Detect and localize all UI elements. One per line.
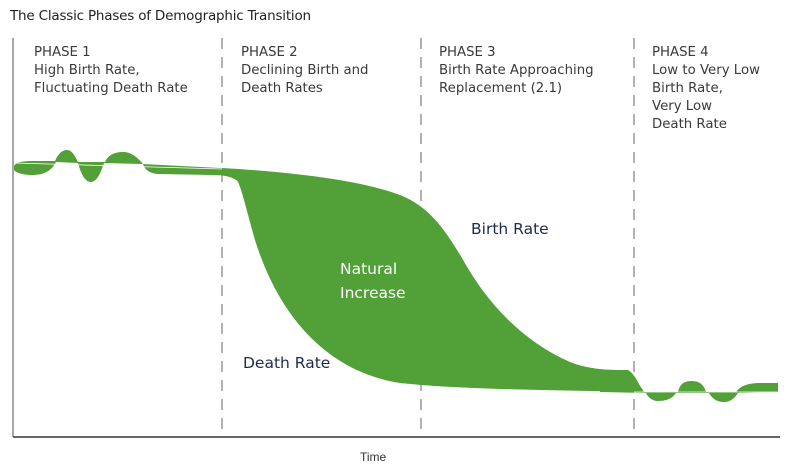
phase-4-label: PHASE 4	[652, 45, 709, 60]
phase-2-desc-line-1: Declining Birth and	[241, 63, 369, 78]
phase-2-label: PHASE 2	[241, 45, 298, 60]
diagram-title: The Classic Phases of Demographic Transi…	[10, 8, 311, 24]
phase-3-label: PHASE 3	[439, 45, 496, 60]
phase4-fluctuation-area	[600, 378, 778, 402]
phase1-fluctuation-area	[14, 150, 252, 184]
phase-3-desc-line-2: Replacement (2.1)	[439, 81, 563, 96]
natural-increase-area	[222, 168, 640, 392]
x-axis-label: Time	[360, 450, 387, 464]
phase-1-header: PHASE 1 High Birth Rate, Fluctuating Dea…	[34, 44, 188, 98]
phase-2-header: PHASE 2 Declining Birth and Death Rates	[241, 44, 369, 98]
phase-4-desc-line-3: Very Low	[652, 99, 712, 114]
phase-3-header: PHASE 3 Birth Rate Approaching Replaceme…	[439, 44, 594, 98]
phase-1-desc-line-2: Fluctuating Death Rate	[34, 81, 188, 96]
phase-4-header: PHASE 4 Low to Very Low Birth Rate, Very…	[652, 44, 760, 134]
natural-increase-label-line-1: Natural	[340, 260, 398, 278]
phase-1-desc-line-1: High Birth Rate,	[34, 63, 140, 78]
phase-4-desc-line-4: Death Rate	[652, 117, 727, 132]
birth-rate-label: Birth Rate	[471, 220, 549, 238]
phase-4-desc-line-1: Low to Very Low	[652, 63, 760, 78]
natural-increase-label: Natural Increase	[340, 257, 406, 305]
phase1-baseline	[13, 162, 223, 170]
natural-increase-label-line-2: Increase	[340, 284, 406, 302]
death-rate-label: Death Rate	[243, 354, 331, 372]
phase-4-desc-line-2: Birth Rate,	[652, 81, 723, 96]
phase-2-desc-line-2: Death Rates	[241, 81, 323, 96]
phase-3-desc-line-1: Birth Rate Approaching	[439, 63, 594, 78]
phase-1-label: PHASE 1	[34, 45, 91, 60]
